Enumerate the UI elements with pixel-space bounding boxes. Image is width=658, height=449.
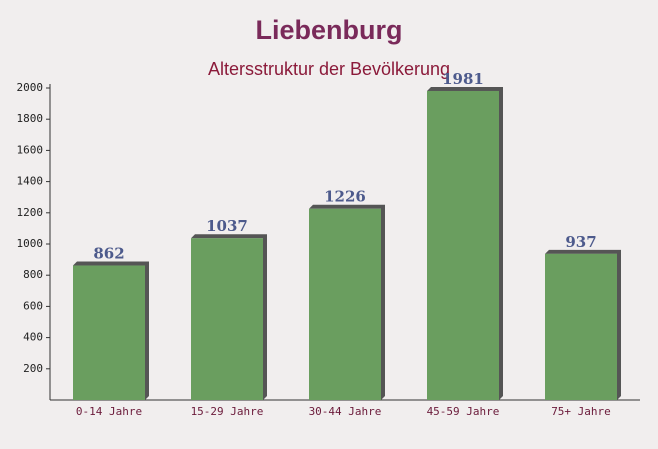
x-tick-label: 15-29 Jahre bbox=[191, 405, 264, 418]
bar bbox=[73, 265, 145, 400]
value-label: 1981 bbox=[442, 70, 484, 88]
x-tick-label: 75+ Jahre bbox=[551, 405, 611, 418]
value-label: 862 bbox=[93, 245, 124, 263]
chart-subtitle: Altersstruktur der Bevölkerung bbox=[208, 59, 450, 79]
value-label: 937 bbox=[565, 233, 596, 251]
y-tick-label: 1600 bbox=[17, 143, 44, 156]
bar bbox=[427, 90, 499, 401]
y-tick-label: 200 bbox=[23, 362, 43, 375]
y-tick-label: 1200 bbox=[17, 206, 44, 219]
x-tick-label: 0-14 Jahre bbox=[76, 405, 142, 418]
value-label: 1037 bbox=[206, 217, 248, 235]
value-label: 1226 bbox=[324, 188, 366, 206]
x-tick-label: 45-59 Jahre bbox=[427, 405, 500, 418]
x-tick-label: 30-44 Jahre bbox=[309, 405, 382, 418]
bar bbox=[309, 208, 381, 400]
chart-title: Liebenburg bbox=[256, 15, 403, 45]
y-tick-label: 400 bbox=[23, 331, 43, 344]
y-tick-label: 1400 bbox=[17, 175, 44, 188]
y-tick-label: 800 bbox=[23, 268, 43, 281]
bar bbox=[545, 253, 617, 400]
bar bbox=[191, 238, 263, 400]
y-tick-label: 2000 bbox=[17, 81, 44, 94]
y-tick-label: 600 bbox=[23, 299, 43, 312]
y-tick-label: 1000 bbox=[17, 237, 44, 250]
y-tick-label: 1800 bbox=[17, 112, 44, 125]
